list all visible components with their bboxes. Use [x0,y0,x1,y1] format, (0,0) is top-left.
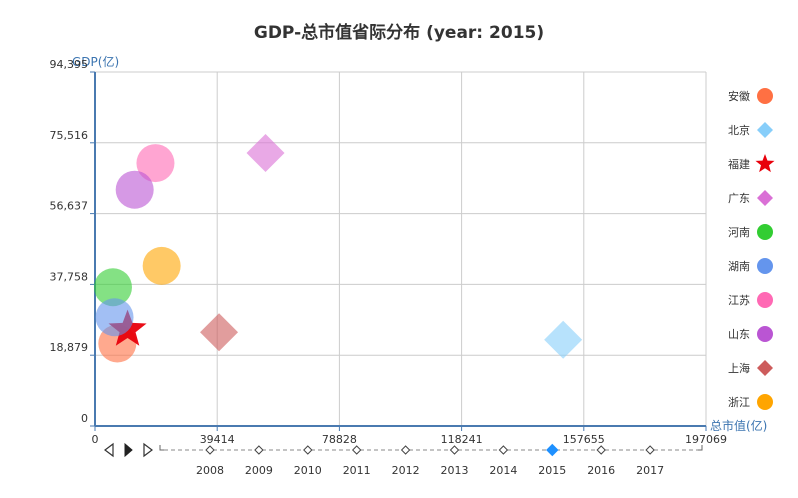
x-tick-label: 78828 [322,433,357,446]
data-point-6[interactable] [136,144,175,183]
legend-marker-9[interactable] [757,394,773,410]
timeline-prev-icon[interactable] [104,442,114,458]
legend-label[interactable]: 福建 [728,157,750,171]
timeline-point[interactable] [546,443,559,457]
y-axis-label: GDP(亿) [72,54,119,69]
timeline-year-label[interactable]: 2016 [587,464,615,477]
timeline-year-label[interactable]: 2008 [196,464,224,477]
chart-title-year-label: year: [433,23,484,43]
marks-layer [93,133,583,363]
timeline-point[interactable] [596,445,606,455]
legend-label[interactable]: 江苏 [728,294,750,307]
timeline-point[interactable] [205,445,215,455]
y-tick-label: 75,516 [50,129,89,142]
tick-layer: 0 39414 78828 118241 157655 197069 0 18,879 37,7… [50,58,728,446]
legend-marker-6[interactable] [757,292,773,308]
y-tick-label: 56,637 [50,200,89,213]
grid-layer [95,71,707,426]
legend-label[interactable]: 上海 [728,361,750,375]
x-tick-label: 118241 [441,433,483,446]
x-tick-label: 197069 [685,433,727,446]
timeline-end-bracket [698,445,703,451]
legend-marker-0[interactable] [757,88,773,104]
y-tick-label: 0 [81,412,88,425]
timeline-year-label[interactable]: 2012 [392,464,420,477]
chart-title: GDP-总市值省际分布 (year: 2015) [0,18,798,43]
x-tick-label: 0 [92,433,99,446]
data-point-3[interactable] [246,133,285,172]
chart-title-year-wrap: (year: 2015) [426,23,545,43]
timeline-year-label[interactable]: 2010 [294,464,322,477]
legend-marker-8[interactable] [757,360,773,376]
legend-marker-7[interactable] [757,326,773,342]
timeline-year-label[interactable]: 2013 [441,464,469,477]
timeline-year-label[interactable]: 2017 [636,464,664,477]
chart-title-prefix: GDP-总市值省际分布 [253,23,421,43]
axis-layer: GDP(亿) 总市值(亿) [72,54,767,433]
timeline-year-label[interactable]: 2011 [343,464,371,477]
timeline-play-icon[interactable] [124,442,133,458]
legend-marker-2[interactable] [755,154,775,173]
data-point-1[interactable] [544,320,583,359]
timeline: 2008 2009 2010 2011 2012 2013 2014 2015 2016 2017 [104,442,703,477]
timeline-year-label[interactable]: 2009 [245,464,273,477]
x-tick-label: 39414 [200,433,235,446]
timeline-year-label[interactable]: 2015 [538,464,566,477]
legend-label[interactable]: 浙江 [728,396,750,409]
legend-label[interactable]: 安徽 [728,89,750,103]
data-point-5[interactable] [95,298,134,337]
y-tick-label: 94,395 [50,58,89,71]
timeline-point[interactable] [449,445,460,455]
timeline-start-bracket [159,445,164,451]
legend-label[interactable]: 广东 [728,192,750,205]
data-point-7[interactable] [115,170,154,209]
legend-label[interactable]: 河南 [728,226,750,239]
timeline-year-label[interactable]: 2014 [489,464,517,477]
x-axis-label: 总市值(亿) [710,418,767,433]
y-tick-label: 37,758 [50,270,89,283]
x-tick-label: 157655 [563,433,605,446]
legend-marker-3[interactable] [757,190,773,206]
data-point-8[interactable] [200,313,239,352]
timeline-point[interactable] [351,445,362,455]
timeline-point[interactable] [400,445,411,455]
legend-marker-4[interactable] [757,224,773,240]
timeline-point[interactable] [303,445,313,455]
legend-label[interactable]: 北京 [728,123,750,137]
timeline-point[interactable] [645,445,655,455]
data-point-4[interactable] [93,268,132,307]
legend-marker-5[interactable] [757,258,773,274]
legend-label[interactable]: 湖南 [728,260,750,273]
timeline-point[interactable] [254,445,264,455]
legend-label[interactable]: 山东 [728,328,750,341]
y-tick-label: 18,879 [50,341,89,354]
data-point-9[interactable] [142,246,181,285]
timeline-point[interactable] [498,445,509,455]
legend-marker-1[interactable] [757,122,773,138]
chart-title-year: 2015 [489,23,537,43]
timeline-next-icon[interactable] [143,442,153,458]
